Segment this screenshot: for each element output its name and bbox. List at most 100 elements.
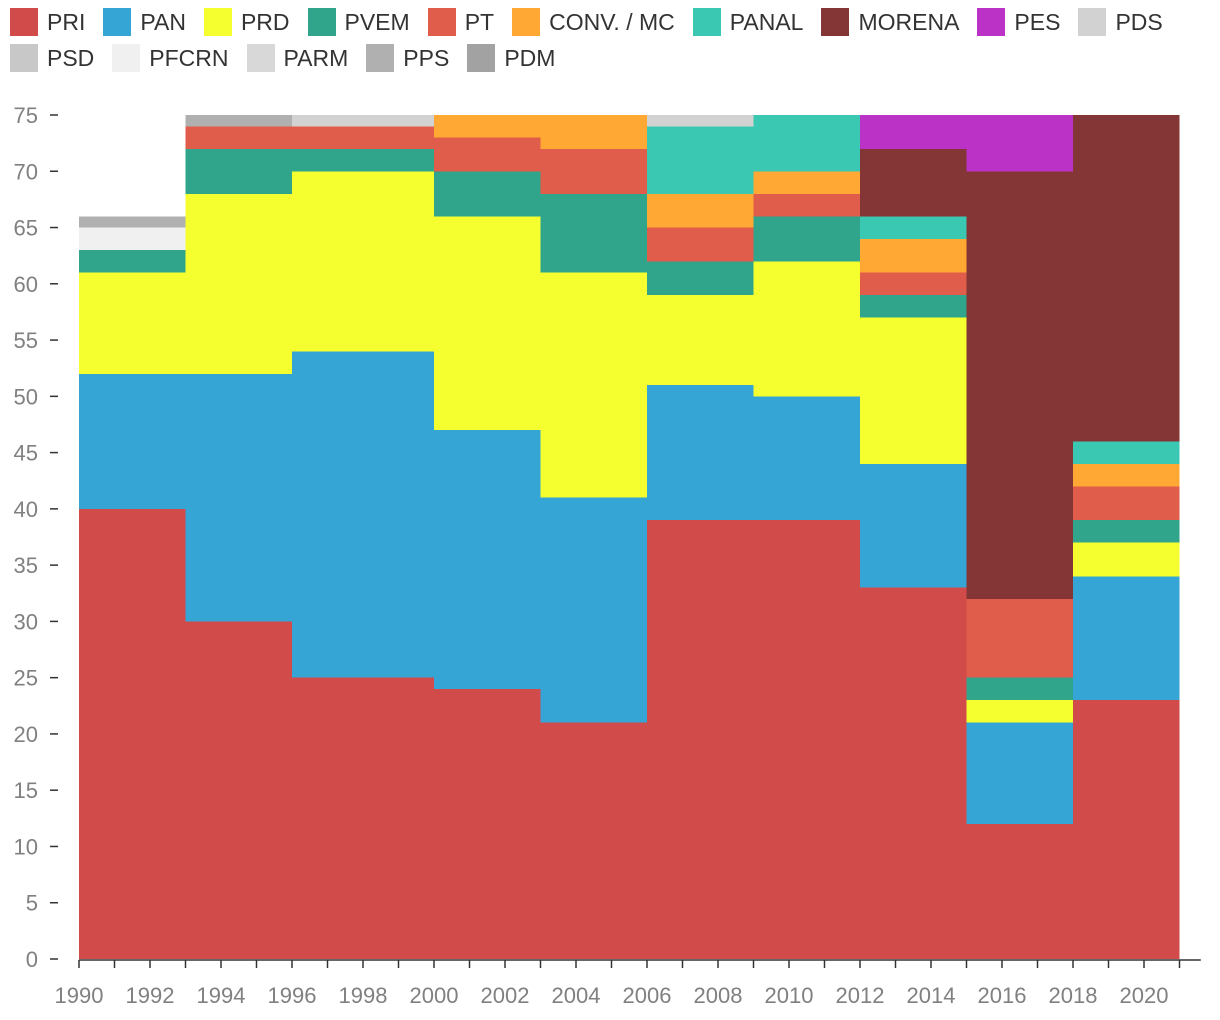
legend-item-pes[interactable]: PES [977, 8, 1060, 36]
chart-legend: PRI PAN PRD PVEM PT CONV. / MC PANAL MORENA PES P… [10, 8, 1210, 72]
legend-label: PDS [1115, 8, 1163, 35]
area-segment-pes-2012 [860, 115, 967, 149]
area-segment-pvem-1990 [79, 250, 186, 273]
series-areas [79, 115, 1180, 959]
area-segment-pt-2009 [753, 193, 860, 217]
area-segment-pes-2015 [966, 115, 1073, 172]
area-segment-pan-2006 [647, 385, 754, 521]
legend-item-pfcrn[interactable]: PFCRN [112, 44, 229, 72]
legend-swatch [10, 8, 38, 36]
area-segment-conv-mc-2003 [540, 115, 647, 149]
legend-item-pri[interactable]: PRI [10, 8, 85, 36]
area-segment-pt-2000 [434, 137, 541, 172]
area-segment-prd-2000 [434, 216, 541, 431]
x-tick-label: 2016 [978, 983, 1027, 1008]
area-segment-conv-mc-2012 [860, 238, 967, 273]
legend-item-pt[interactable]: PT [427, 8, 495, 36]
y-tick-label: 55 [14, 328, 38, 353]
area-segment-panal-2006 [647, 126, 754, 194]
x-tick-label: 1992 [126, 983, 175, 1008]
legend-label: PANAL [729, 8, 804, 35]
y-tick-label: 40 [14, 497, 38, 522]
legend-swatch [112, 44, 141, 72]
legend-label: PAN [140, 8, 186, 35]
area-segment-pt-1993 [185, 126, 292, 149]
legend-label: PDM [504, 44, 556, 71]
x-tick-label: 2002 [481, 983, 530, 1008]
area-segment-panal-2009 [753, 115, 860, 172]
legend-swatch [103, 8, 132, 36]
legend-swatch [246, 44, 275, 72]
legend-swatch [10, 44, 38, 72]
legend-item-parm[interactable]: PARM [246, 44, 349, 72]
area-segment-pan-1990 [79, 373, 186, 509]
area-segment-conv-mc-2009 [753, 171, 860, 194]
x-tick-label: 2006 [623, 983, 672, 1008]
area-segment-pt-2003 [540, 148, 647, 194]
x-axis: 1990 1992 1994 1996 1998 2000 2002 2004 2006 2008… [55, 959, 1201, 1008]
area-segment-pvem-2003 [540, 193, 647, 273]
area-segment-pds-1996 [292, 115, 434, 127]
x-tick-label: 2000 [410, 983, 459, 1008]
legend-item-pvem[interactable]: PVEM [307, 8, 410, 36]
area-segment-pri-1996 [292, 677, 434, 959]
legend-label: PES [1014, 8, 1061, 35]
area-segment-pfcrn-1990 [79, 227, 186, 251]
area-segment-pt-2015 [966, 598, 1073, 678]
legend-item-morena[interactable]: MORENA [821, 8, 959, 36]
legend-label: PFCRN [149, 44, 229, 71]
x-tick-label: 1998 [339, 983, 388, 1008]
legend-item-pps[interactable]: PPS [366, 44, 449, 72]
y-tick-label: 30 [14, 609, 38, 634]
legend-item-panal[interactable]: PANAL [692, 8, 804, 36]
y-axis: 0 5 10 15 20 25 30 35 40 45 50 55 60 65 70 75 [14, 103, 58, 972]
area-segment-pan-2009 [753, 396, 860, 521]
area-segment-pvem-2018 [1073, 520, 1180, 543]
y-tick-label: 35 [14, 553, 38, 578]
legend-label: PRD [240, 8, 290, 35]
area-segment-prd-1993 [185, 193, 292, 374]
area-segment-pps-1993 [185, 115, 292, 127]
area-segment-conv-mc-2000 [434, 115, 541, 138]
legend-label: PSD [47, 44, 95, 71]
legend-swatch [427, 8, 456, 36]
area-segment-pt-2006 [647, 227, 754, 262]
x-tick-label: 2014 [907, 983, 956, 1008]
legend-item-pan[interactable]: PAN [103, 8, 186, 36]
legend-swatch [1078, 8, 1107, 36]
y-tick-label: 20 [14, 722, 38, 747]
x-tick-label: 2004 [552, 983, 601, 1008]
area-segment-prd-2006 [647, 295, 754, 386]
area-segment-pri-2018 [1073, 700, 1180, 959]
area-segment-pvem-2000 [434, 171, 541, 217]
y-tick-label: 15 [14, 778, 38, 803]
area-segment-pan-2003 [540, 497, 647, 723]
y-tick-label: 45 [14, 441, 38, 466]
area-segment-pt-2018 [1073, 486, 1180, 521]
area-segment-pan-1996 [292, 351, 434, 678]
legend-item-pds[interactable]: PDS [1078, 8, 1163, 36]
area-segment-pt-2012 [860, 272, 967, 296]
area-segment-morena-2018 [1073, 115, 1180, 442]
area-segment-prd-2003 [540, 272, 647, 498]
legend-swatch [307, 8, 336, 36]
area-segment-panal-2018 [1073, 441, 1180, 464]
legend-swatch [692, 8, 721, 36]
area-segment-morena-2012 [860, 148, 967, 217]
x-tick-label: 2008 [694, 983, 743, 1008]
area-segment-pan-2012 [860, 463, 967, 588]
area-segment-pan-1993 [185, 373, 292, 622]
legend-item-psd[interactable]: PSD [10, 44, 94, 72]
x-tick-label: 2020 [1120, 983, 1169, 1008]
legend-item-prd[interactable]: PRD [203, 8, 290, 36]
legend-label: PARM [283, 44, 349, 71]
legend-label: PT [464, 8, 495, 35]
area-segment-prd-1996 [292, 171, 434, 352]
legend-item-pdm[interactable]: PDM [467, 44, 555, 72]
x-tick-label: 2010 [765, 983, 814, 1008]
y-tick-label: 5 [26, 891, 38, 916]
area-segment-pps-1990 [79, 216, 186, 228]
legend-item-conv-mc[interactable]: CONV. / MC [512, 8, 675, 36]
area-segment-pri-1990 [79, 508, 186, 959]
